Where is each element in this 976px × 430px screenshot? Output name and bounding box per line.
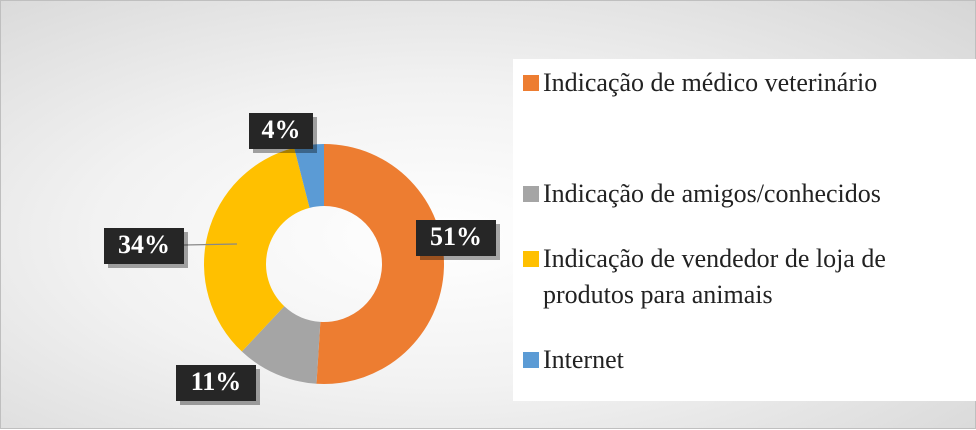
- donut-segment: [204, 147, 310, 352]
- legend-item: Indicação de médico veterinário: [523, 65, 969, 101]
- legend-swatch: [523, 186, 539, 202]
- legend-item: Indicação de vendedor de loja de produto…: [523, 241, 969, 313]
- data-label-box: [104, 228, 184, 264]
- legend-label: Indicação de vendedor de loja de produto…: [543, 244, 886, 309]
- legend-item: Indicação de amigos/conhecidos: [523, 176, 969, 212]
- data-label-box: [249, 113, 313, 149]
- legend-label: Internet: [543, 345, 624, 374]
- donut-segment: [316, 144, 444, 384]
- legend: Indicação de médico veterinário Indicação…: [513, 59, 976, 401]
- data-label-box: [176, 365, 256, 401]
- data-label: 34%: [118, 230, 170, 259]
- legend-item: Internet: [523, 342, 969, 378]
- legend-label: Indicação de médico veterinário: [543, 68, 878, 97]
- legend-swatch: [523, 251, 539, 267]
- leader-line: [183, 243, 238, 246]
- legend-swatch: [523, 352, 539, 368]
- donut-segment: [294, 144, 324, 208]
- legend-label: Indicação de amigos/conhecidos: [543, 179, 881, 208]
- data-label: 4%: [262, 115, 301, 144]
- data-label: 11%: [191, 367, 242, 396]
- legend-swatch: [523, 75, 539, 91]
- donut-segment: [241, 306, 321, 384]
- data-label: 51%: [430, 222, 482, 251]
- data-label-box: [416, 220, 496, 256]
